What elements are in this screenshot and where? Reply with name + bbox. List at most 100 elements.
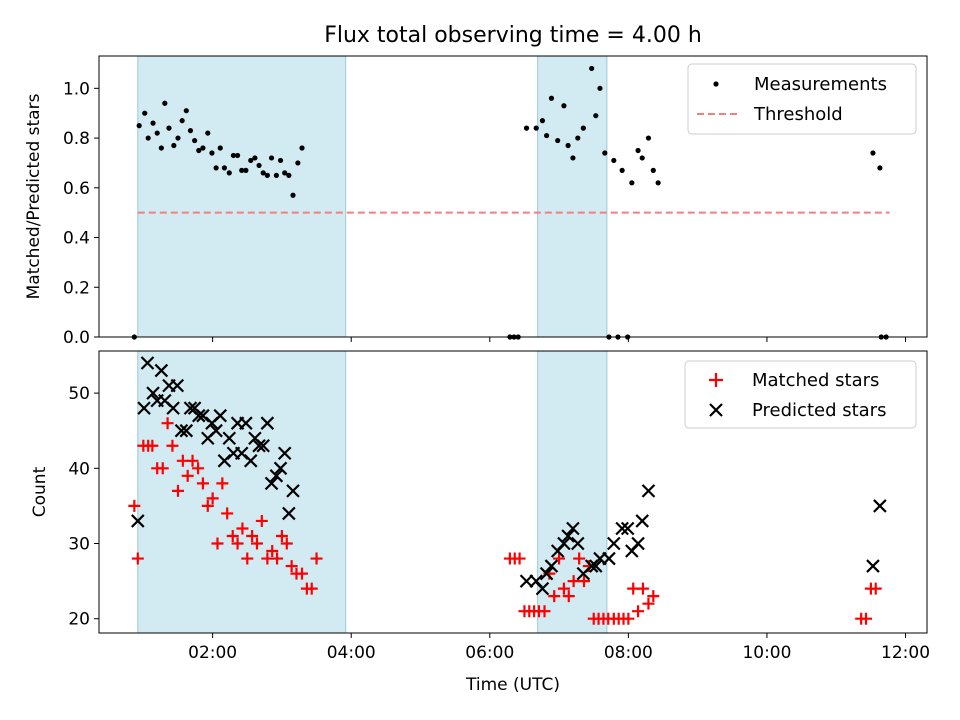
measurement-point — [602, 150, 608, 156]
measurement-point — [154, 130, 160, 136]
legend-predicted-marker — [709, 403, 723, 417]
predicted-star-point — [607, 536, 621, 551]
predicted-star-point — [641, 484, 656, 498]
predicted-star-point — [146, 386, 160, 400]
observing-window-shading — [137, 55, 608, 338]
y-tick-label: 0.4 — [63, 229, 90, 249]
matched-star-point — [255, 514, 268, 527]
x-tick-label: 02:00 — [188, 643, 237, 663]
measurement-point — [870, 150, 876, 156]
measurement-point — [555, 137, 561, 144]
y-tick-label: 30 — [68, 535, 90, 555]
top-legend-box — [687, 63, 917, 135]
measurement-point — [217, 145, 223, 151]
predicted-star-point — [566, 521, 580, 536]
measurement-point — [200, 145, 206, 151]
predicted-star-point — [866, 559, 880, 573]
matched-star-point — [201, 499, 214, 512]
predicted-star-point — [277, 446, 292, 461]
matched-star-point — [647, 590, 660, 603]
bottom-legend: Matched stars Predicted stars — [684, 360, 917, 429]
predicted-star-point — [635, 514, 650, 528]
matched-star-point — [206, 492, 219, 505]
matched-star-point — [310, 552, 323, 565]
matched-star-point — [181, 469, 194, 482]
x-tick-label: 12:00 — [881, 643, 930, 663]
matched-star-point — [869, 582, 882, 595]
measurement-point — [239, 167, 245, 173]
y-tick-label: 1.0 — [63, 79, 90, 99]
predicted-star-point — [166, 401, 180, 415]
predicted-star-point — [873, 499, 887, 513]
measurement-point — [230, 152, 237, 159]
legend-matched-label: Matched stars — [752, 370, 879, 391]
matched-star-point — [275, 529, 288, 542]
legend-threshold-label: Threshold — [753, 104, 843, 125]
measurement-point — [619, 167, 625, 173]
matched-star-point — [211, 537, 224, 550]
matched-star-point — [296, 567, 309, 580]
matched-star-point — [860, 612, 873, 625]
measurement-point — [162, 100, 168, 106]
measurement-point — [145, 135, 151, 141]
measurement-point — [158, 145, 164, 151]
measurement-point — [256, 162, 262, 169]
measurement-point — [877, 165, 883, 171]
measurement-point — [523, 125, 530, 131]
x-tick-label: 10:00 — [742, 643, 791, 663]
predicted-star-point — [620, 521, 635, 536]
legend-measurements-label: Measurements — [754, 74, 887, 95]
chart-title: Flux total observing time = 4.00 h — [324, 23, 702, 48]
measurement-point — [597, 85, 603, 91]
matched-star-point — [553, 552, 566, 565]
matched-star-point — [131, 552, 144, 565]
observing-window-shading — [137, 350, 608, 634]
matched-star-point — [171, 484, 184, 497]
predicted-star-point — [615, 521, 629, 536]
measurement-point — [205, 130, 211, 136]
measurement-point — [286, 172, 292, 178]
measurement-point — [561, 103, 567, 109]
predicted-star-point — [535, 581, 550, 596]
predicted-star-point — [557, 536, 571, 551]
shaded-region — [137, 55, 347, 338]
matched-star-point — [241, 552, 254, 565]
shaded-region — [537, 55, 608, 338]
legend-measurements-marker — [713, 81, 719, 87]
predicted-star-point — [264, 476, 279, 491]
matched-star-point — [557, 582, 570, 595]
matched-star-point — [192, 462, 205, 475]
measurement-point — [234, 152, 241, 159]
measurement-point — [213, 165, 219, 171]
measurement-point — [611, 157, 617, 164]
predicted-star-point — [137, 401, 151, 415]
measurement-point — [282, 170, 288, 176]
count-points — [128, 356, 887, 625]
measurement-point — [252, 155, 258, 161]
measurement-point — [635, 147, 641, 154]
matched-star-point — [250, 537, 263, 550]
predicted-star-point — [140, 356, 155, 370]
y-tick-label: 50 — [68, 384, 90, 404]
matched-star-point — [166, 439, 179, 452]
predicted-star-point — [282, 506, 296, 521]
bottom-y-axis-label: Count — [30, 466, 50, 517]
measurement-point — [655, 180, 661, 186]
matched-star-point — [161, 417, 174, 430]
matched-star-point — [271, 552, 284, 565]
legend-predicted-label: Predicted stars — [752, 400, 886, 421]
predicted-star-point — [191, 408, 206, 423]
predicted-star-point — [243, 454, 258, 468]
matched-star-point — [567, 575, 580, 588]
top-x-axis-ticks — [212, 337, 907, 342]
predicted-star-point — [131, 514, 145, 528]
measurement-point — [645, 135, 652, 141]
legend-matched-marker — [709, 373, 723, 387]
predicted-star-point — [539, 566, 554, 581]
measurement-point — [290, 192, 296, 198]
measurement-point — [629, 180, 635, 186]
measurement-point — [580, 125, 586, 131]
predicted-star-point — [213, 408, 228, 423]
